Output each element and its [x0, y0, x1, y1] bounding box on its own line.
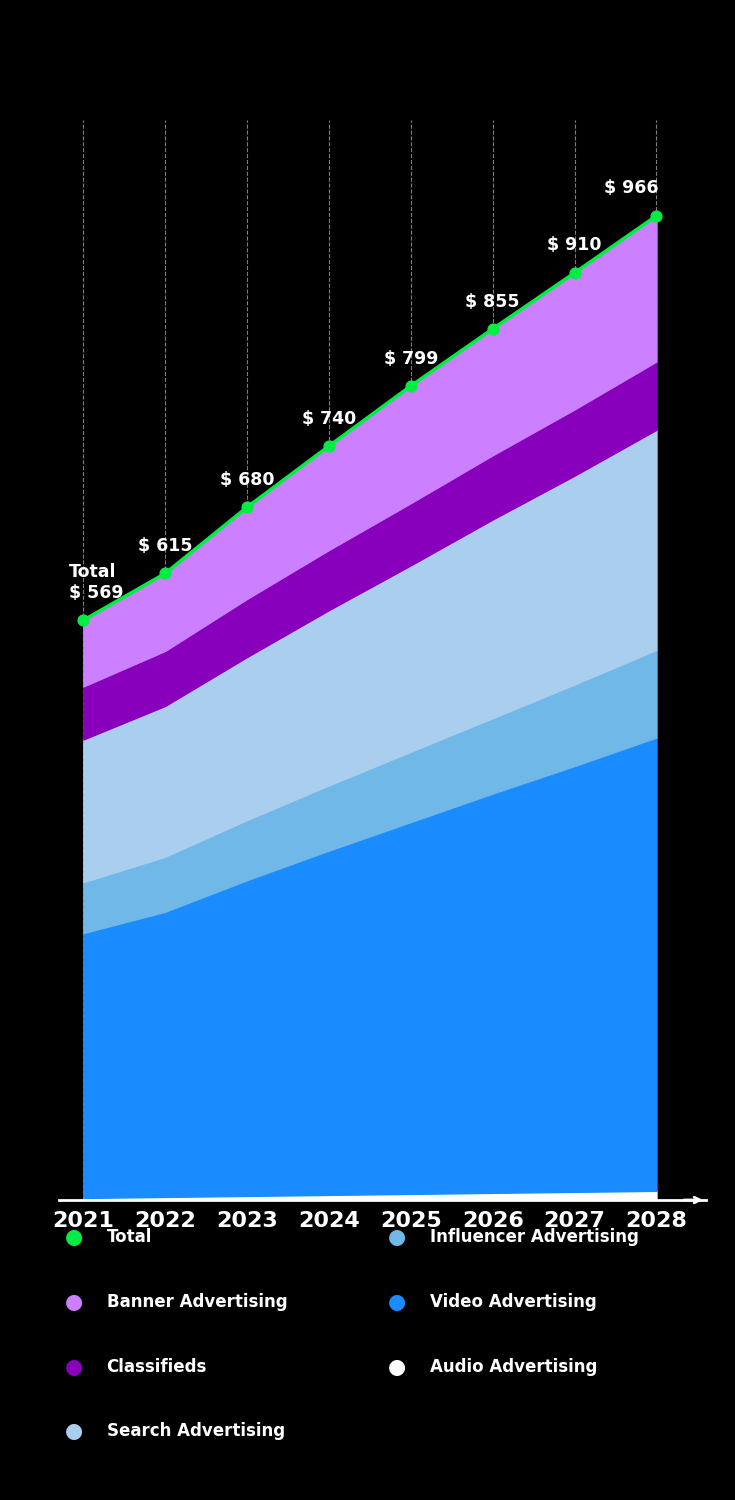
- Text: ●: ●: [388, 1227, 406, 1248]
- Text: $ 615: $ 615: [138, 537, 193, 555]
- Text: ●: ●: [65, 1420, 82, 1442]
- Text: ●: ●: [65, 1356, 82, 1377]
- Point: [487, 316, 498, 340]
- Text: Influencer Advertising: Influencer Advertising: [430, 1228, 639, 1246]
- Point: [405, 374, 417, 398]
- Point: [159, 561, 171, 585]
- Point: [77, 609, 89, 633]
- Text: Search Advertising: Search Advertising: [107, 1422, 284, 1440]
- Point: [569, 261, 581, 285]
- Text: $ 855: $ 855: [465, 292, 520, 310]
- Text: ●: ●: [65, 1227, 82, 1248]
- Text: $ 910: $ 910: [548, 237, 602, 255]
- Text: ●: ●: [388, 1292, 406, 1312]
- Text: Video Advertising: Video Advertising: [430, 1293, 597, 1311]
- Text: Audio Advertising: Audio Advertising: [430, 1358, 598, 1376]
- Text: Classifieds: Classifieds: [107, 1358, 207, 1376]
- Text: ●: ●: [65, 1292, 82, 1312]
- Text: $ 680: $ 680: [220, 471, 274, 489]
- Text: $ 799: $ 799: [384, 350, 438, 368]
- Point: [650, 204, 662, 228]
- Text: Total
$ 569: Total $ 569: [68, 562, 123, 602]
- Text: Total: Total: [107, 1228, 152, 1246]
- Text: $ 740: $ 740: [302, 410, 356, 428]
- Text: $ 966: $ 966: [603, 180, 658, 198]
- Text: ●: ●: [388, 1356, 406, 1377]
- Point: [241, 495, 253, 519]
- Text: Banner Advertising: Banner Advertising: [107, 1293, 287, 1311]
- Point: [323, 433, 335, 457]
